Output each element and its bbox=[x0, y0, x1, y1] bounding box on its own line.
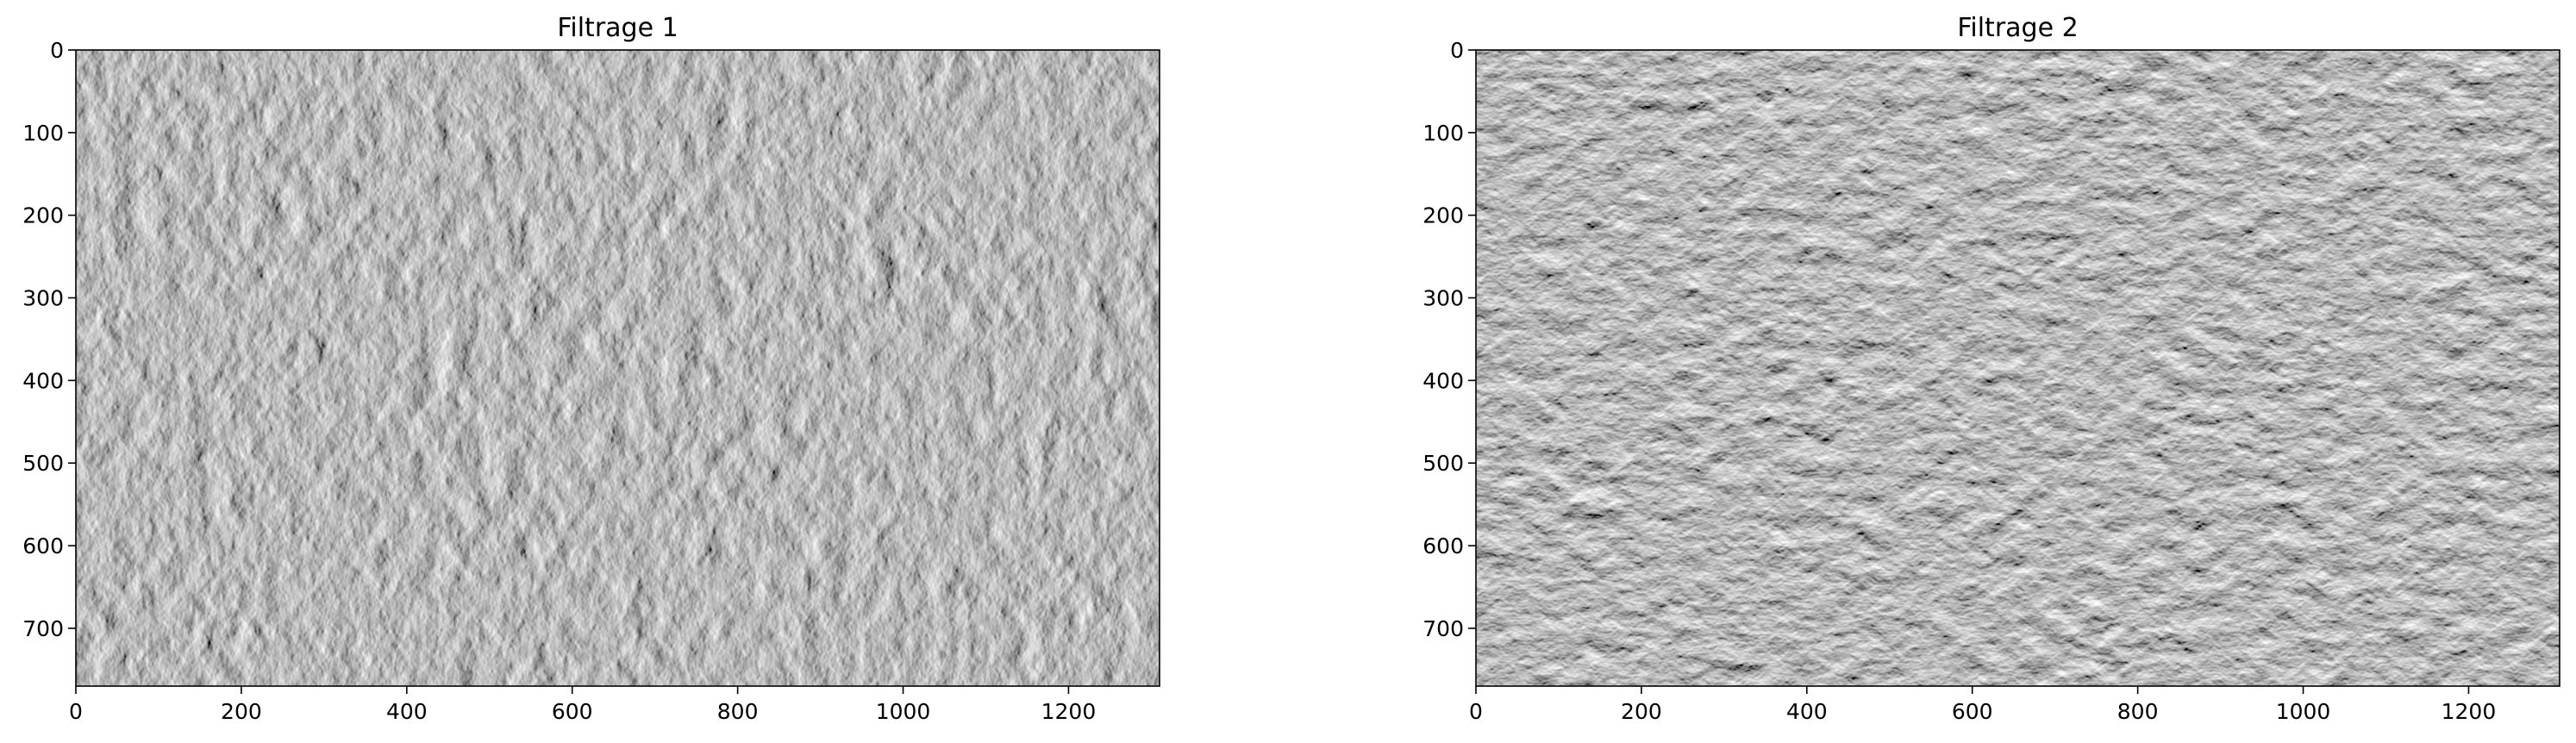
axes-frame bbox=[75, 49, 1160, 687]
y-tick-label: 200 bbox=[1422, 203, 1464, 228]
x-tick-label: 200 bbox=[221, 699, 262, 724]
panel-filtrage-1: Filtrage 1 0 200 400 600 800 1000 1200 0 100 200 30… bbox=[22, 13, 1160, 724]
x-tick-label: 200 bbox=[1621, 699, 1662, 724]
x-tick-label: 400 bbox=[1786, 699, 1828, 724]
x-tick-label: 1200 bbox=[1041, 699, 1097, 724]
y-tick-label: 400 bbox=[1422, 368, 1464, 393]
x-tick-label: 1200 bbox=[2442, 699, 2497, 724]
y-tick-label: 700 bbox=[1422, 616, 1464, 641]
x-tick-label: 0 bbox=[1469, 699, 1483, 724]
y-tick-label: 100 bbox=[1422, 121, 1464, 146]
panel-filtrage-2: Filtrage 2 0 200 400 600 800 1000 1200 0 100 200 30… bbox=[1422, 13, 2560, 724]
x-tick-label: 800 bbox=[717, 699, 759, 724]
axes-frame bbox=[1475, 49, 2560, 687]
x-tick-label: 400 bbox=[386, 699, 428, 724]
x-tick-label: 600 bbox=[1952, 699, 1993, 724]
y-tick-label: 200 bbox=[22, 203, 64, 228]
x-tick-label: 0 bbox=[69, 699, 83, 724]
y-tick-label: 0 bbox=[50, 38, 64, 63]
y-tick-label: 400 bbox=[22, 368, 64, 393]
x-tick-label: 1000 bbox=[876, 699, 931, 724]
x-tick-label: 800 bbox=[2117, 699, 2159, 724]
filtered-image bbox=[1476, 50, 2560, 686]
y-tick-label: 600 bbox=[1422, 534, 1464, 559]
y-tick-label: 300 bbox=[22, 286, 64, 311]
chart-title: Filtrage 2 bbox=[1957, 13, 2078, 43]
y-tick-label: 500 bbox=[22, 451, 64, 476]
chart-title: Filtrage 1 bbox=[557, 13, 678, 43]
y-tick-label: 500 bbox=[1422, 451, 1464, 476]
y-tick-label: 100 bbox=[22, 121, 64, 146]
y-tick-label: 600 bbox=[22, 534, 64, 559]
y-tick-label: 700 bbox=[22, 616, 64, 641]
x-tick-label: 600 bbox=[552, 699, 593, 724]
filtered-image bbox=[76, 50, 1160, 686]
y-tick-label: 0 bbox=[1450, 38, 1464, 63]
x-tick-label: 1000 bbox=[2276, 699, 2331, 724]
y-tick-label: 300 bbox=[1422, 286, 1464, 311]
